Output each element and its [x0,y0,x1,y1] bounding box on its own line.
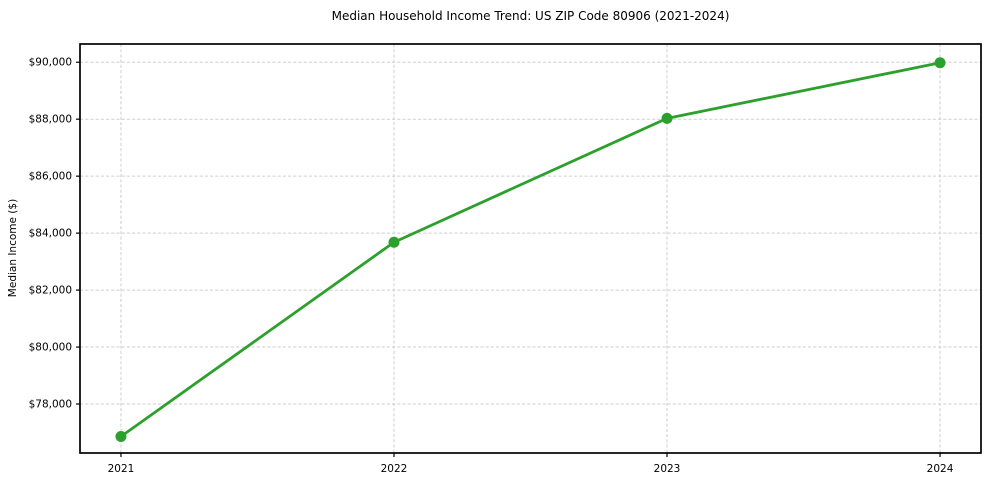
x-tick-label: 2024 [927,463,954,475]
x-tick-label: 2021 [108,463,135,475]
y-tick-label: $82,000 [29,285,72,297]
data-point [661,112,673,124]
y-tick-label: $86,000 [29,171,72,183]
data-point [934,57,946,69]
plot-border [79,43,982,454]
x-tick-label: 2023 [654,463,681,475]
y-tick-label: $90,000 [29,57,72,69]
y-axis-label: Median Income ($) [7,198,19,298]
data-point [115,430,127,442]
chart-title: Median Household Income Trend: US ZIP Co… [331,9,730,23]
y-tick-label: $78,000 [29,399,72,411]
trend-line [119,61,942,438]
y-tick-label: $88,000 [29,114,72,126]
data-point [388,236,400,248]
y-tick-label: $84,000 [29,228,72,240]
y-tick-label: $80,000 [29,342,72,354]
x-tick-label: 2022 [381,463,408,475]
